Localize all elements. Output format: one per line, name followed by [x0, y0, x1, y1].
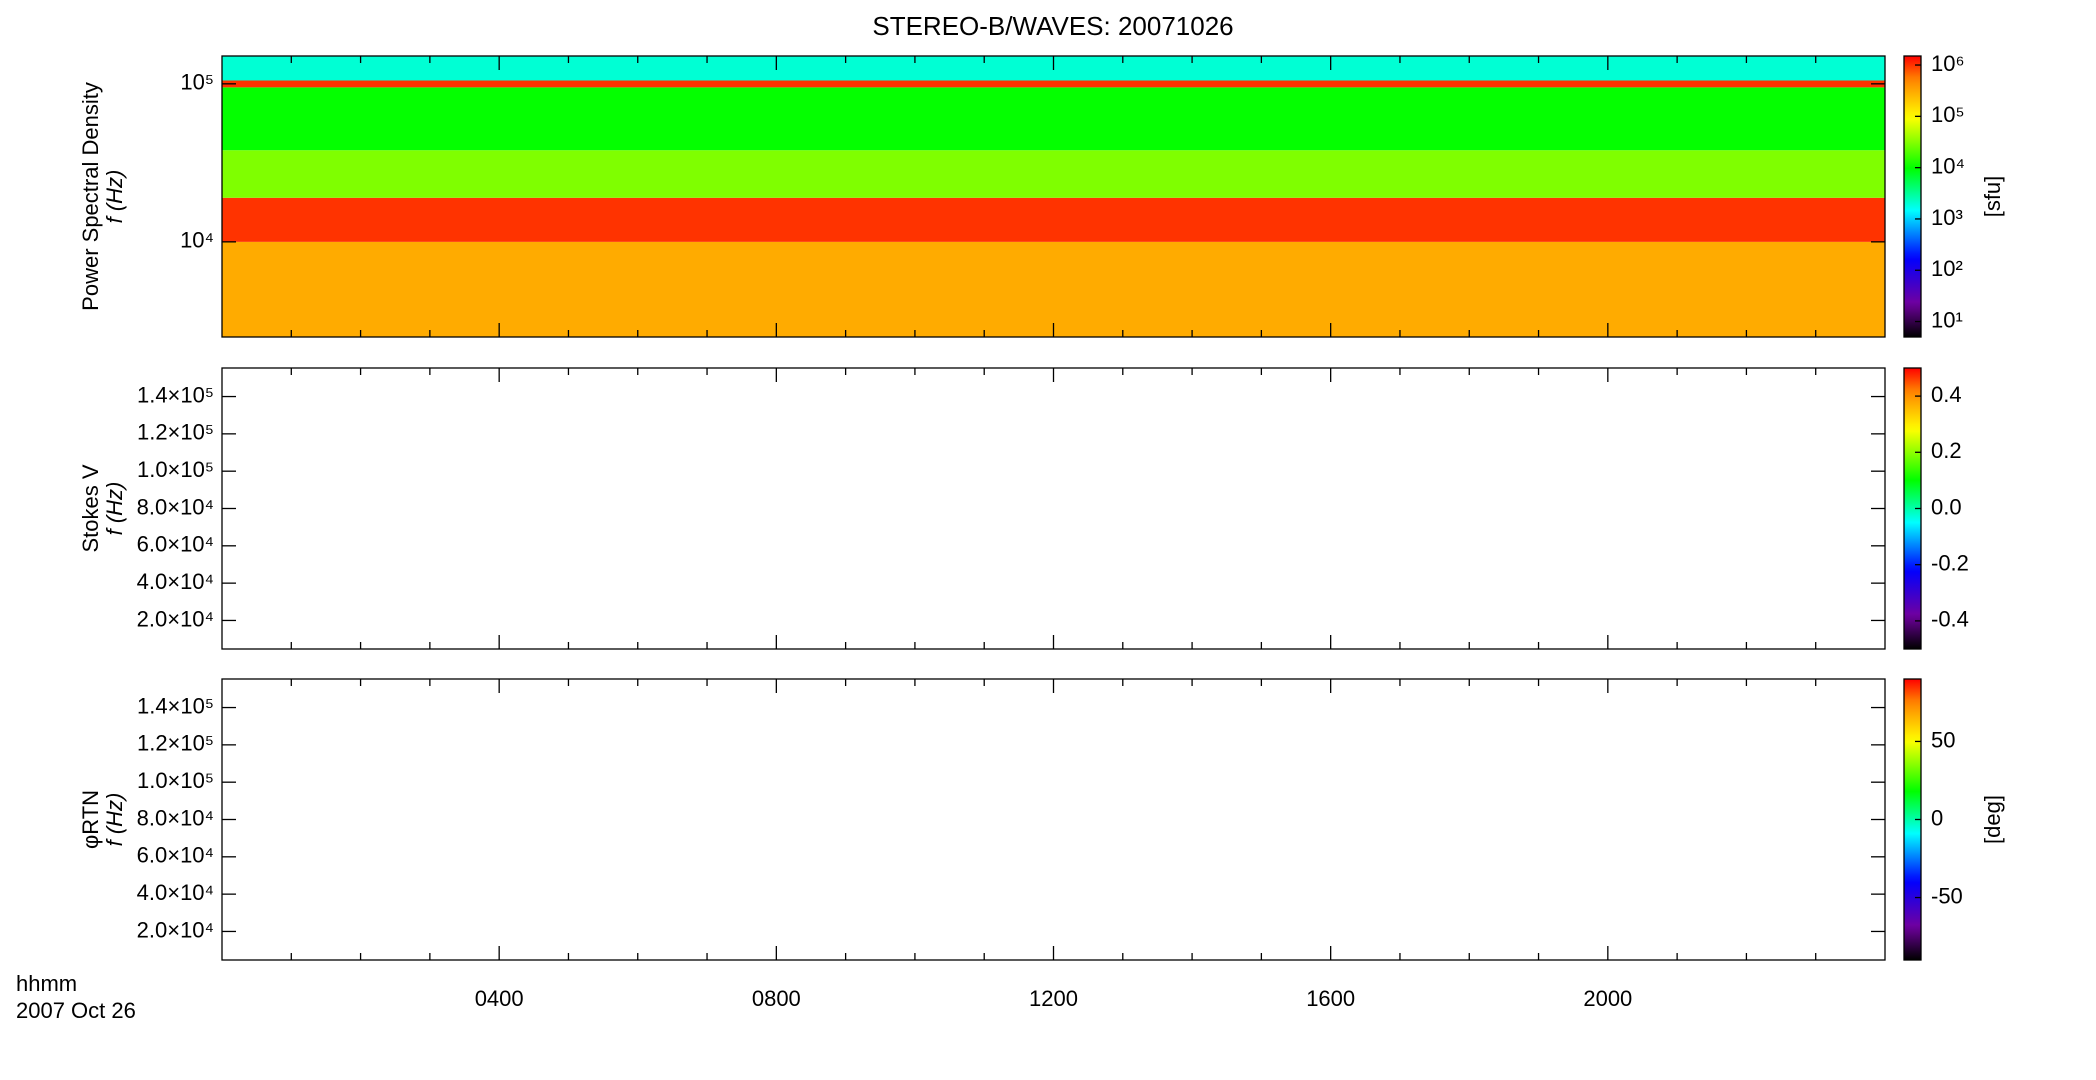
colorbar	[1904, 368, 1921, 649]
x-tick-label: 1600	[1306, 986, 1355, 1011]
colorbar	[1904, 56, 1921, 337]
y-axis-label: φRTN	[78, 790, 103, 849]
y-axis-label: Power Spectral Density	[78, 82, 103, 311]
y-tick-label: 8.0×10⁴	[137, 805, 214, 830]
colorbar-tick-label: 10⁵	[1931, 102, 1965, 127]
colorbar-tick-label: -50	[1931, 883, 1963, 908]
y-tick-label: 4.0×10⁴	[137, 880, 214, 905]
colorbar-tick-label: -0.4	[1931, 607, 1969, 632]
y-tick-label: 10⁴	[180, 228, 214, 253]
y-tick-label: 2.0×10⁴	[137, 606, 214, 631]
colorbar-tick-label: -0.2	[1931, 551, 1969, 576]
y-axis-label: f (Hz)	[102, 482, 127, 536]
y-tick-label: 6.0×10⁴	[137, 532, 214, 557]
y-tick-label: 1.0×10⁵	[137, 768, 214, 793]
colorbar-label: [sfu]	[1980, 176, 2005, 218]
plot-frame	[221, 367, 1886, 650]
x-tick-label: 2000	[1583, 986, 1632, 1011]
y-tick-label: 1.4×10⁵	[137, 693, 214, 718]
y-tick-label: 1.4×10⁵	[137, 382, 214, 407]
colorbar-tick-label: 10⁴	[1931, 153, 1965, 178]
colorbar-tick-label: 50	[1931, 727, 1955, 752]
y-tick-label: 1.2×10⁵	[137, 420, 214, 445]
x-tick-label: 1200	[1029, 986, 1078, 1011]
colorbar-tick-label: 10³	[1931, 205, 1963, 230]
spectrogram-band	[222, 241, 1885, 337]
colorbar-tick-label: 10⁶	[1931, 51, 1965, 76]
spectrogram-band	[222, 87, 1885, 151]
colorbar-tick-label: 0.4	[1931, 382, 1962, 407]
y-tick-label: 1.2×10⁵	[137, 731, 214, 756]
x-tick-label: 0800	[752, 986, 801, 1011]
y-axis-label: f (Hz)	[102, 793, 127, 847]
colorbar-label: [deg]	[1980, 795, 2005, 844]
plot-frame	[221, 678, 1886, 961]
spectrogram-band	[222, 150, 1885, 198]
spectrogram-band	[222, 80, 1885, 88]
y-tick-label: 10⁵	[180, 70, 214, 95]
chart-title: STEREO-B/WAVES: 20071026	[872, 11, 1233, 41]
y-tick-label: 4.0×10⁴	[137, 569, 214, 594]
y-tick-label: 8.0×10⁴	[137, 494, 214, 519]
x-tick-label: 0400	[475, 986, 524, 1011]
y-tick-label: 2.0×10⁴	[137, 917, 214, 942]
spectrogram-band	[222, 197, 1885, 242]
colorbar-tick-label: 0.2	[1931, 438, 1962, 463]
y-axis-label: Stokes V	[78, 464, 103, 552]
x-axis-label: hhmm	[16, 971, 77, 996]
y-tick-label: 6.0×10⁴	[137, 843, 214, 868]
colorbar-tick-label: 10²	[1931, 256, 1963, 281]
x-axis-label: 2007 Oct 26	[16, 998, 136, 1023]
colorbar-tick-label: 0.0	[1931, 494, 1962, 519]
colorbar	[1904, 679, 1921, 960]
colorbar-tick-label: 10¹	[1931, 307, 1963, 332]
colorbar-tick-label: 0	[1931, 805, 1943, 830]
colorbar-frame	[1903, 55, 1922, 338]
y-axis-label: f (Hz)	[102, 170, 127, 224]
y-tick-label: 1.0×10⁵	[137, 457, 214, 482]
